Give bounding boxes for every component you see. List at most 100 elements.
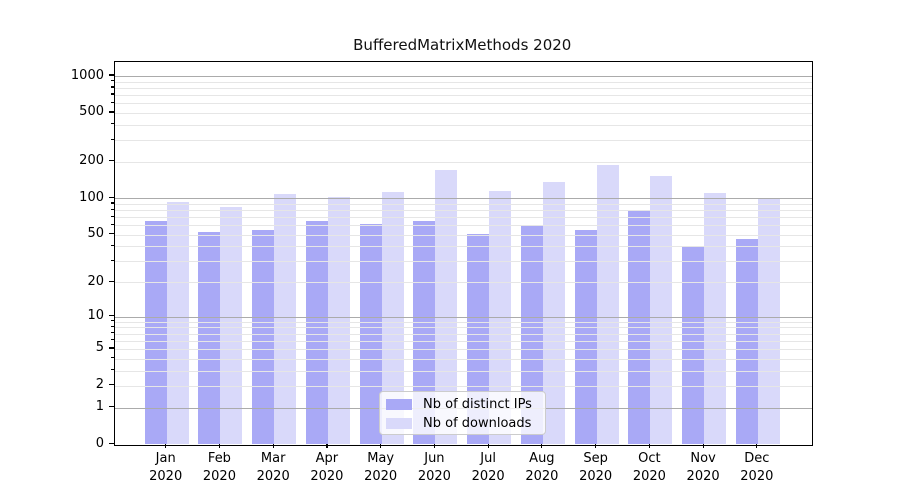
y-tick-label: 20	[87, 273, 104, 289]
major-gridline	[115, 198, 812, 200]
minor-gridline	[115, 140, 812, 142]
minor-gridline	[115, 321, 812, 323]
minor-gridline	[115, 124, 812, 126]
y-tick	[108, 347, 114, 349]
bar-distinct-ips-aug	[520, 225, 543, 445]
minor-gridline	[115, 161, 812, 163]
y-tick	[108, 405, 114, 408]
minor-gridline	[115, 81, 812, 83]
x-tick-label: Aug 2020	[525, 450, 559, 484]
major-gridline	[115, 76, 812, 78]
y-tick-label: 0	[95, 436, 104, 451]
y-tick-label: 200	[79, 153, 104, 169]
legend: Nb of distinct IPs Nb of downloads	[379, 391, 546, 435]
minor-gridline	[115, 203, 812, 205]
y-minor-tick	[111, 339, 114, 341]
x-tick	[487, 443, 489, 448]
minor-gridline	[115, 112, 812, 114]
minor-gridline	[115, 385, 812, 387]
chart-title: BufferedMatrixMethods 2020	[353, 36, 572, 54]
bar-distinct-ips-sep	[574, 229, 597, 445]
y-tick	[108, 233, 114, 235]
y-tick-label: 1000	[70, 67, 104, 83]
y-minor-tick	[111, 244, 114, 247]
y-tick	[108, 111, 114, 113]
bar-downloads-may	[381, 191, 404, 445]
legend-label-downloads: Nb of downloads	[423, 416, 532, 431]
x-tick-label: Mar 2020	[256, 450, 290, 484]
minor-gridline	[115, 327, 812, 329]
legend-label-distinct-ips: Nb of distinct IPs	[423, 397, 532, 412]
bar-distinct-ips-jun	[413, 221, 436, 445]
major-gridline	[115, 316, 812, 318]
x-tick-label: Nov 2020	[686, 450, 720, 484]
y-minor-tick	[111, 208, 114, 210]
legend-swatch-downloads	[386, 418, 412, 429]
bar-distinct-ips-nov	[682, 246, 705, 445]
x-tick	[326, 443, 328, 448]
x-tick-label: Jan 2020	[149, 450, 183, 484]
y-minor-tick	[111, 320, 114, 322]
minor-gridline	[115, 225, 812, 227]
x-tick	[272, 443, 274, 448]
minor-gridline	[115, 246, 812, 248]
y-tick	[108, 442, 114, 445]
legend-item-distinct-ips: Nb of distinct IPs	[386, 395, 537, 414]
y-tick-label: 100	[79, 189, 104, 205]
y-tick-label: 50	[87, 226, 104, 242]
y-tick-label: 10	[87, 308, 104, 324]
x-tick	[433, 443, 435, 448]
x-tick-label: Oct 2020	[632, 450, 666, 484]
legend-swatch-distinct-ips	[386, 399, 412, 410]
y-minor-tick	[111, 80, 114, 82]
bar-downloads-feb	[220, 206, 243, 445]
y-tick-label: 1	[95, 399, 104, 415]
y-minor-tick	[111, 202, 114, 204]
x-tick-label: Jul 2020	[471, 450, 505, 484]
plot-area	[114, 60, 813, 446]
y-minor-tick	[111, 332, 114, 334]
minor-gridline	[115, 103, 812, 105]
x-tick	[541, 443, 543, 448]
x-tick	[756, 443, 758, 448]
minor-gridline	[115, 333, 812, 335]
bar-downloads-mar	[274, 193, 297, 445]
bar-distinct-ips-mar	[252, 229, 275, 445]
x-tick-label: Jun 2020	[417, 450, 451, 484]
y-tick	[108, 74, 114, 76]
minor-gridline	[115, 261, 812, 263]
bar-distinct-ips-feb	[198, 231, 221, 445]
y-tick	[108, 280, 114, 282]
y-minor-tick	[111, 138, 114, 140]
y-tick	[108, 196, 114, 198]
x-tick-label: Dec 2020	[740, 450, 774, 484]
y-tick	[108, 160, 114, 162]
y-minor-tick	[111, 86, 114, 88]
minor-gridline	[115, 87, 812, 89]
minor-gridline	[115, 95, 812, 97]
legend-item-downloads: Nb of downloads	[386, 414, 537, 433]
bar-downloads-oct	[650, 175, 673, 445]
minor-gridline	[115, 282, 812, 284]
x-tick	[702, 443, 704, 448]
x-tick	[648, 443, 650, 448]
minor-gridline	[115, 358, 812, 360]
y-minor-tick	[111, 101, 114, 103]
x-tick-label: May 2020	[364, 450, 398, 484]
y-minor-tick	[111, 357, 114, 359]
x-tick	[218, 443, 221, 448]
bar-downloads-aug	[542, 182, 565, 445]
y-minor-tick	[111, 93, 114, 95]
x-tick	[595, 443, 597, 448]
y-minor-tick	[111, 368, 114, 371]
bar-downloads-nov	[704, 192, 727, 445]
minor-gridline	[115, 217, 812, 219]
bar-distinct-ips-jan	[144, 221, 167, 445]
y-tick	[108, 315, 114, 317]
x-tick-label: Sep 2020	[579, 450, 613, 484]
bar-distinct-ips-dec	[735, 239, 758, 445]
bar-distinct-ips-apr	[305, 221, 328, 445]
bar-downloads-apr	[327, 197, 350, 445]
minor-gridline	[115, 370, 812, 372]
